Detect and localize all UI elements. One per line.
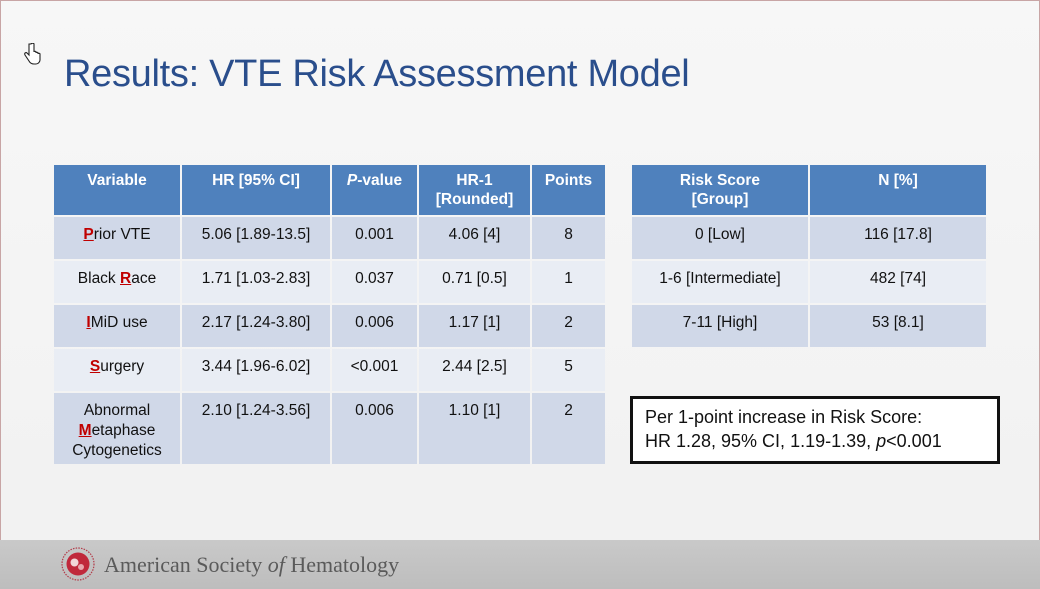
risk-score-cell: 7-11 [High] [632, 305, 808, 347]
variable-cell: Surgery [54, 349, 180, 391]
table-row: 1-6 [Intermediate] 482 [74] [632, 261, 986, 303]
variable-cell: IMiD use [54, 305, 180, 347]
hr-cell: 1.71 [1.03-2.83] [182, 261, 330, 303]
hr-cell: 2.10 [1.24-3.56] [182, 393, 330, 464]
summary-box: Per 1-point increase in Risk Score: HR 1… [630, 396, 1000, 464]
n-cell: 53 [8.1] [810, 305, 986, 347]
key-letter: S [89, 358, 101, 375]
risk-score-cell: 0 [Low] [632, 217, 808, 259]
points-cell: 1 [532, 261, 605, 303]
header-hr: HR [95% CI] [182, 165, 330, 215]
variable-pre: Black [77, 270, 120, 287]
header-pvalue-rest: -value [357, 172, 403, 189]
hand-cursor-icon [24, 43, 41, 65]
variable-rest: ace [131, 270, 157, 287]
variable-cell: Black Race [54, 261, 180, 303]
hr-cell: 3.44 [1.96-6.02] [182, 349, 330, 391]
pvalue-cell: 0.037 [332, 261, 417, 303]
summary-line2-main: HR 1.28, 95% CI, 1.19-1.39, [645, 431, 877, 451]
key-letter: M [78, 422, 92, 439]
variable-cell: Abnormal Metaphase Cytogenetics [54, 393, 180, 464]
ash-logo-icon [61, 547, 95, 581]
table-row: Prior VTE 5.06 [1.89-13.5] 0.001 4.06 [4… [54, 217, 605, 259]
variable-cell: Prior VTE [54, 217, 180, 259]
header-variable: Variable [54, 165, 180, 215]
table-header-row: Variable HR [95% CI] P-value HR-1 [Rounde… [54, 165, 605, 215]
risk-score-table: Risk Score [Group] N [%] 0 [Low] 116 [17.… [630, 163, 988, 349]
variables-table: Variable HR [95% CI] P-value HR-1 [Rounde… [52, 163, 607, 466]
n-cell: 116 [17.8] [810, 217, 986, 259]
header-hr1-line1: HR-1 [456, 172, 493, 189]
hr1-cell: 1.17 [1] [419, 305, 530, 347]
header-pvalue-italic: P [346, 172, 358, 189]
header-hr1: HR-1 [Rounded] [419, 165, 530, 215]
variable-rest: urgery [100, 358, 145, 375]
table-row: Abnormal Metaphase Cytogenetics 2.10 [1.24… [54, 393, 605, 464]
slide-title: Results: VTE Risk Assessment Model [64, 53, 690, 95]
table-row: 7-11 [High] 53 [8.1] [632, 305, 986, 347]
n-cell: 482 [74] [810, 261, 986, 303]
variable-rest: etaphase [91, 422, 156, 439]
hr1-cell: 2.44 [2.5] [419, 349, 530, 391]
variable-line1: Abnormal [83, 402, 151, 419]
hr-cell: 2.17 [1.24-3.80] [182, 305, 330, 347]
points-cell: 5 [532, 349, 605, 391]
points-cell: 2 [532, 393, 605, 464]
footer-org-post: Hematology [284, 552, 400, 577]
header-risk-score: Risk Score [Group] [632, 165, 808, 215]
header-risk-score-line1: Risk Score [679, 172, 761, 189]
variable-line3: Cytogenetics [72, 442, 162, 459]
footer-bar: American Society of Hematology [0, 540, 1040, 589]
pvalue-cell: 0.001 [332, 217, 417, 259]
table-header-row: Risk Score [Group] N [%] [632, 165, 986, 215]
key-letter: P [83, 226, 94, 243]
summary-line2-end: <0.001 [886, 431, 942, 451]
summary-line1: Per 1-point increase in Risk Score: [645, 407, 923, 427]
table-row: Surgery 3.44 [1.96-6.02] <0.001 2.44 [2.… [54, 349, 605, 391]
summary-line2: HR 1.28, 95% CI, 1.19-1.39, p<0.001 [645, 429, 997, 453]
hr1-cell: 0.71 [0.5] [419, 261, 530, 303]
footer-org-of: of [267, 552, 285, 577]
points-cell: 2 [532, 305, 605, 347]
key-letter: R [120, 270, 132, 287]
pvalue-cell: 0.006 [332, 305, 417, 347]
header-hr1-line2: [Rounded] [435, 191, 514, 208]
key-letter: I [86, 314, 91, 331]
header-risk-score-line2: [Group] [691, 191, 749, 208]
pvalue-cell: <0.001 [332, 349, 417, 391]
table-row: 0 [Low] 116 [17.8] [632, 217, 986, 259]
table-row: IMiD use 2.17 [1.24-3.80] 0.006 1.17 [1]… [54, 305, 605, 347]
summary-line2-p: p [876, 431, 887, 451]
risk-score-cell: 1-6 [Intermediate] [632, 261, 808, 303]
hr1-cell: 4.06 [4] [419, 217, 530, 259]
pvalue-cell: 0.006 [332, 393, 417, 464]
variable-rest: MiD use [90, 314, 148, 331]
footer-org-name: American Society of Hematology [104, 552, 399, 578]
footer-org-pre: American Society [104, 552, 268, 577]
table-row: Black Race 1.71 [1.03-2.83] 0.037 0.71 [… [54, 261, 605, 303]
header-pvalue: P-value [332, 165, 417, 215]
header-points: Points [532, 165, 605, 215]
variable-rest: rior VTE [93, 226, 151, 243]
header-n: N [%] [810, 165, 986, 215]
hr1-cell: 1.10 [1] [419, 393, 530, 464]
points-cell: 8 [532, 217, 605, 259]
hr-cell: 5.06 [1.89-13.5] [182, 217, 330, 259]
